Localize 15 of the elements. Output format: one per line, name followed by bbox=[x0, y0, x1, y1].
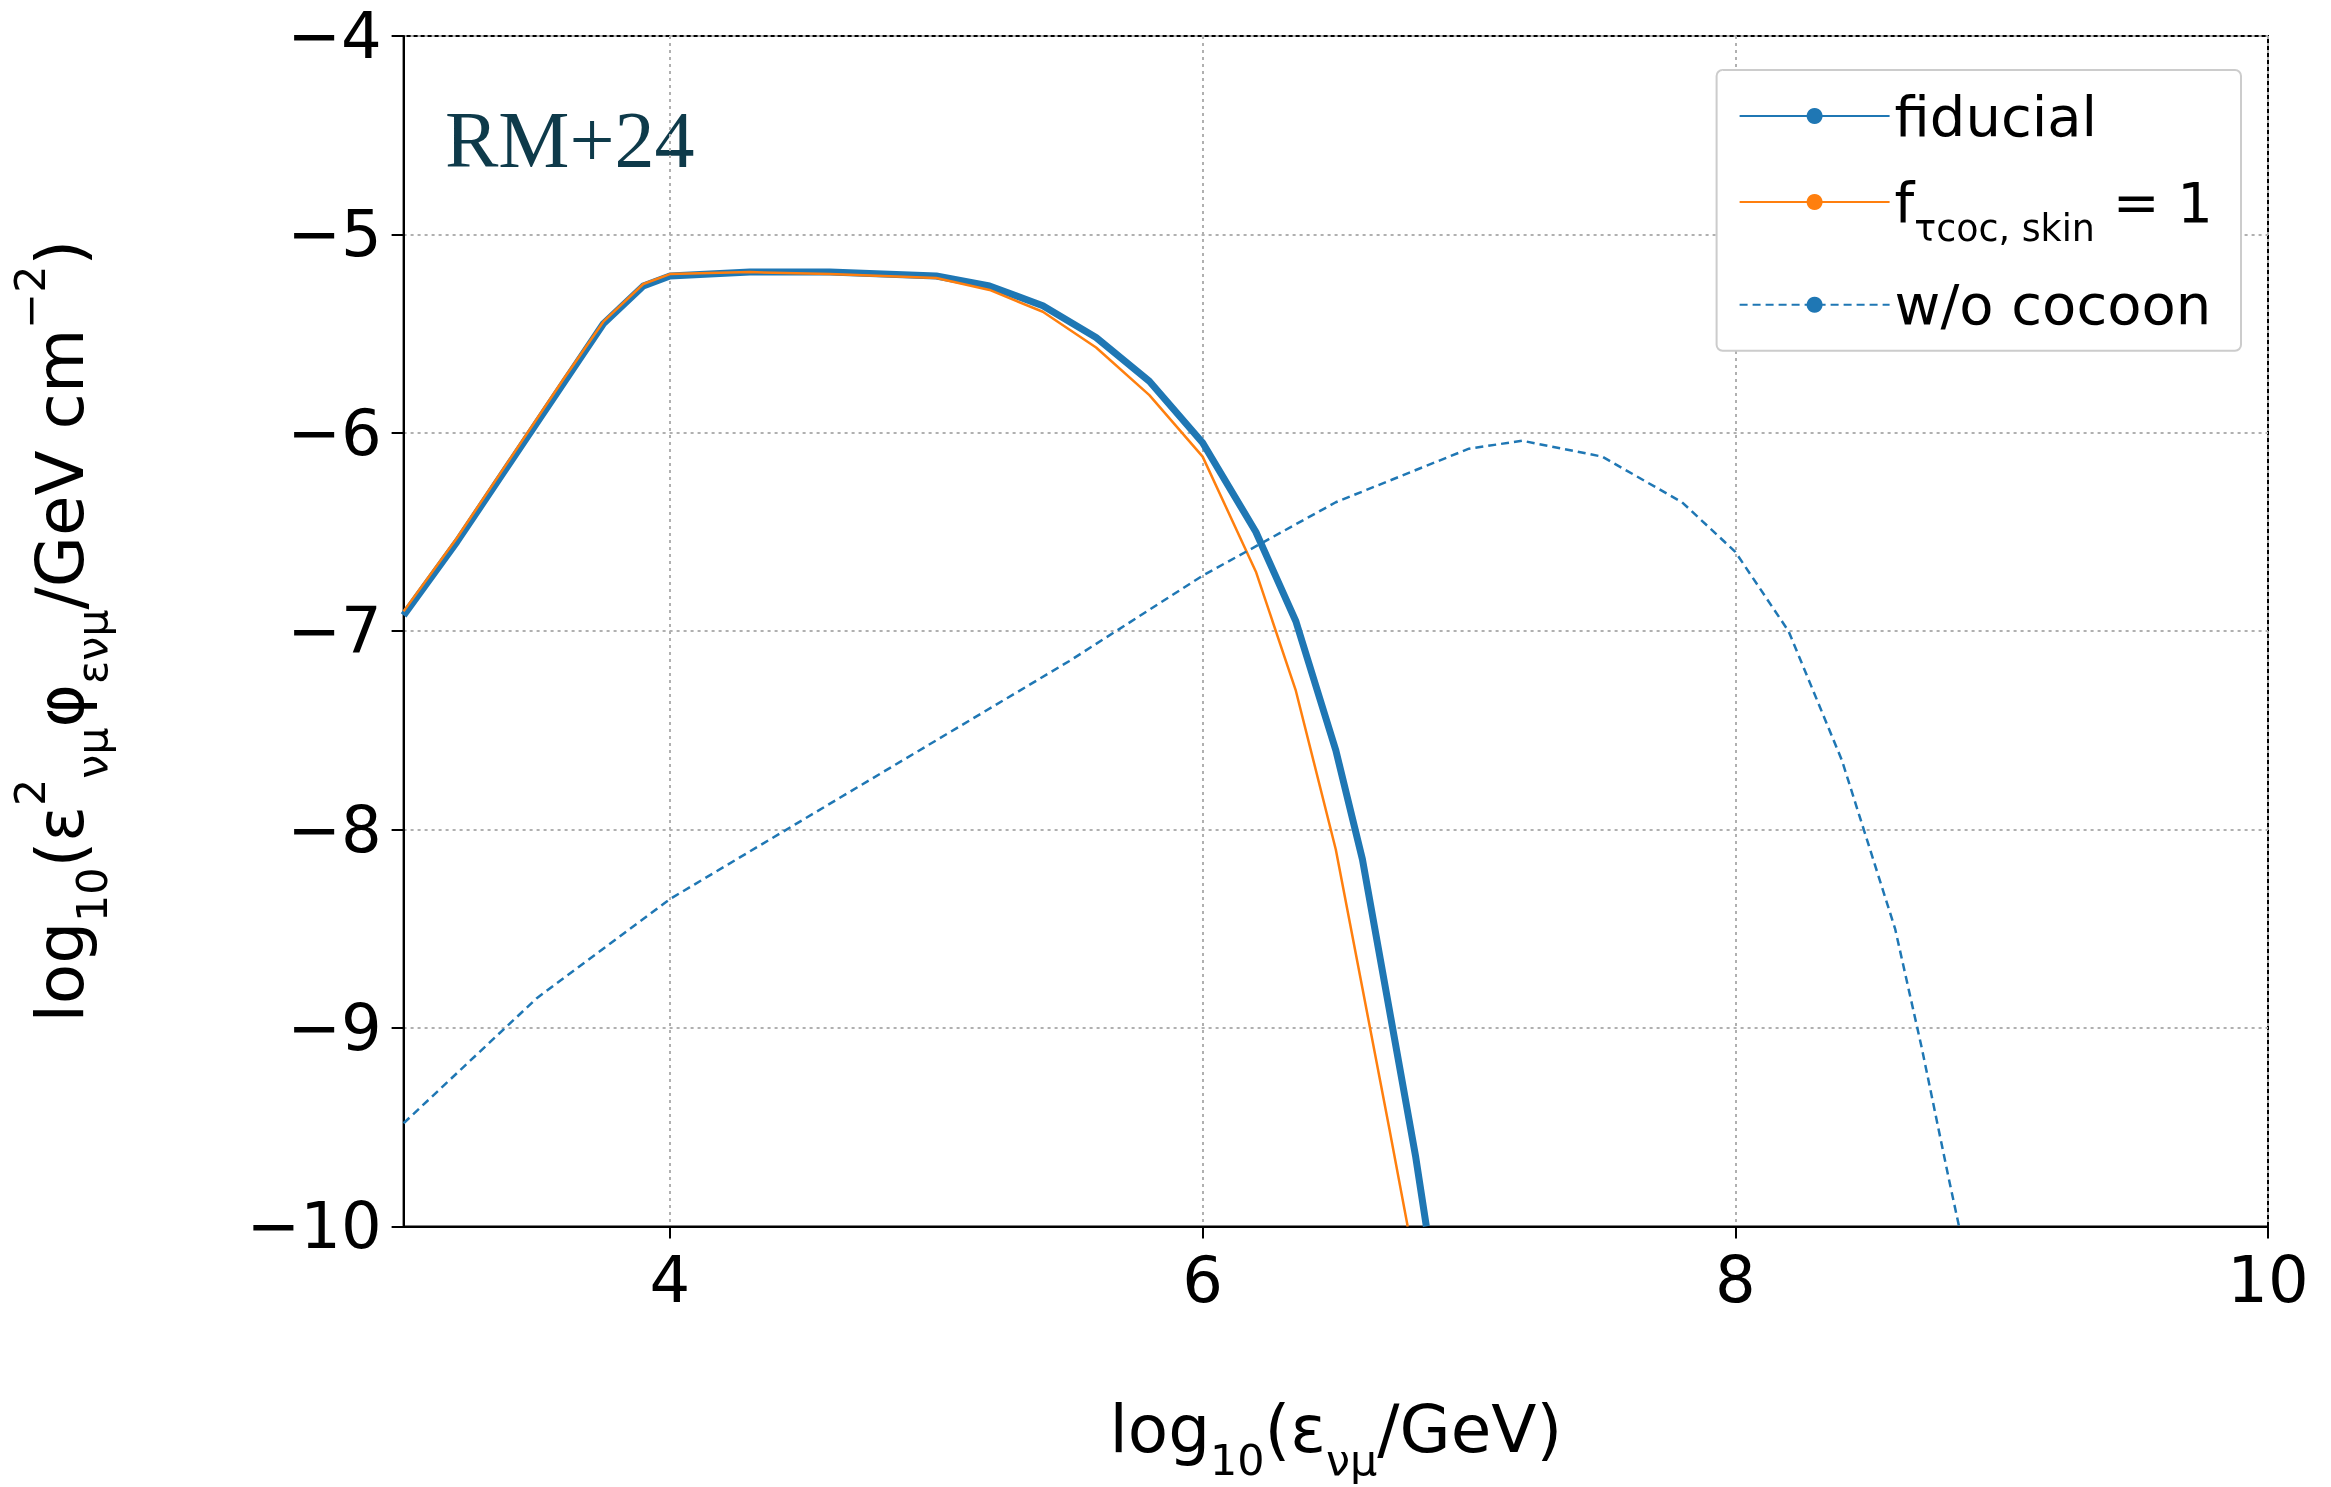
x-tick-label: 4 bbox=[649, 1243, 691, 1318]
y-tick-label: −7 bbox=[287, 594, 382, 669]
y-tick-label: −8 bbox=[287, 792, 382, 867]
annotation: RM+24 bbox=[445, 96, 695, 184]
y-tick-label: −9 bbox=[287, 991, 382, 1065]
y-tick-label: −5 bbox=[287, 197, 382, 272]
y-tick-label: −10 bbox=[246, 1189, 382, 1264]
x-tick-label: 8 bbox=[1714, 1243, 1756, 1318]
text: log10(ε2νμφενμ/GeV cm−2) bbox=[4, 239, 118, 1023]
x-tick-label: 10 bbox=[2227, 1243, 2309, 1318]
y-tick-label: −6 bbox=[287, 395, 382, 470]
legend-label: w/o cocoon bbox=[1894, 272, 2212, 338]
legend-label: fiducial bbox=[1894, 83, 2098, 149]
y-tick-label: −4 bbox=[287, 0, 382, 73]
x-tick-label: 6 bbox=[1182, 1243, 1223, 1318]
